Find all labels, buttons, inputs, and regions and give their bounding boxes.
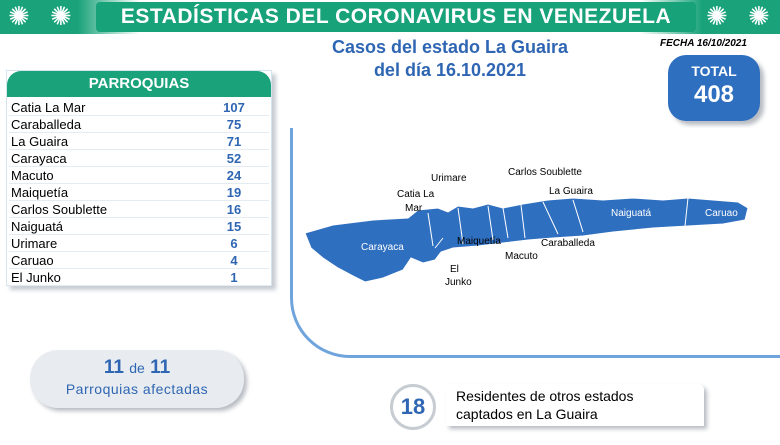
residentes-line1: Residentes de otros estados bbox=[456, 388, 634, 404]
map-label-naiguata: Naiguatá bbox=[611, 208, 652, 219]
subtitle-line2: del día 16.10.2021 bbox=[373, 60, 527, 80]
virus-icon: ✺ bbox=[8, 1, 30, 31]
parroquia-cases: 16 bbox=[199, 201, 269, 218]
table-row: Macuto 24 bbox=[9, 167, 269, 184]
parroquia-name: Caruao bbox=[9, 252, 199, 269]
table-row: Caruao 4 bbox=[9, 252, 269, 269]
table-row: Naiguatá 15 bbox=[9, 218, 269, 235]
map-panel: Urimare Carlos Soublette Catia La Mar La… bbox=[290, 128, 780, 358]
afectadas-label: Parroquias afectadas bbox=[65, 381, 209, 397]
table-row: Urimare 6 bbox=[9, 235, 269, 252]
parroquia-cases: 1 bbox=[199, 269, 269, 286]
parroquia-name: El Junko bbox=[9, 269, 199, 286]
subtitle: Casos del estado La Guaira del día 16.10… bbox=[290, 36, 610, 82]
parroquia-name: La Guaira bbox=[9, 133, 199, 150]
map-label-macuto: Macuto bbox=[505, 251, 538, 262]
map-label-carayaca: Carayaca bbox=[361, 242, 404, 253]
parroquia-cases: 107 bbox=[199, 99, 269, 116]
residentes-box: Residentes de otros estados captados en … bbox=[446, 384, 704, 426]
afectadas-count: 11 bbox=[103, 357, 124, 378]
map-svg bbox=[304, 197, 749, 283]
parroquias-afectadas-badge: 11 de 11 Parroquias afectadas bbox=[30, 350, 244, 408]
banner-title-box: ESTADÍSTICAS DEL CORONAVIRUS EN VENEZUEL… bbox=[96, 2, 696, 32]
table-row: Catia La Mar 107 bbox=[9, 99, 269, 116]
afectadas-count-line: 11 de 11 bbox=[30, 357, 244, 379]
parroquia-name: Carlos Soublette bbox=[9, 201, 199, 218]
parroquia-cases: 19 bbox=[199, 184, 269, 201]
parroquia-cases: 75 bbox=[199, 116, 269, 133]
total-badge: TOTAL 408 bbox=[668, 55, 760, 121]
table-row: Maiquetía 19 bbox=[9, 184, 269, 201]
residentes-line2: captados en La Guaira bbox=[456, 406, 598, 422]
residentes-text: Residentes de otros estados captados en … bbox=[456, 387, 633, 423]
parroquia-name: Macuto bbox=[9, 167, 199, 184]
parroquia-name: Urimare bbox=[9, 235, 199, 252]
map-label-urimare: Urimare bbox=[431, 173, 467, 184]
parroquia-cases: 71 bbox=[199, 133, 269, 150]
map-label-el-junko-2: Junko bbox=[445, 277, 472, 288]
parroquia-cases: 52 bbox=[199, 150, 269, 167]
table-row: Carayaca 52 bbox=[9, 150, 269, 167]
header-banner: ✺ ✺ ESTADÍSTICAS DEL CORONAVIRUS EN VENE… bbox=[0, 0, 780, 34]
parroquia-name: Catia La Mar bbox=[9, 99, 199, 116]
map-label-caraballeda: Caraballeda bbox=[541, 238, 595, 249]
table-rows: Catia La Mar 107 Caraballeda 75 La Guaira 71 C… bbox=[9, 99, 269, 286]
table-row: El Junko 1 bbox=[9, 269, 269, 286]
page-title: ESTADÍSTICAS DEL CORONAVIRUS EN VENEZUEL… bbox=[120, 5, 672, 28]
parroquia-name: Maiquetía bbox=[9, 184, 199, 201]
parroquia-cases: 24 bbox=[199, 167, 269, 184]
virus-icon: ✺ bbox=[706, 1, 728, 31]
table-header: PARROQUIAS bbox=[7, 71, 271, 97]
map-label-catia-la-mar-1: Catia La bbox=[397, 189, 435, 200]
table-row: La Guaira 71 bbox=[9, 133, 269, 150]
map-label-la-guaira: La Guaira bbox=[549, 186, 593, 197]
map-label-carlos-soublette: Carlos Soublette bbox=[508, 167, 582, 178]
map-region bbox=[304, 197, 749, 283]
parroquia-name: Caraballeda bbox=[9, 116, 199, 133]
table-row: Carlos Soublette 16 bbox=[9, 201, 269, 218]
map-label-el-junko-1: El bbox=[450, 264, 459, 275]
parroquia-name: Carayaca bbox=[9, 150, 199, 167]
parroquia-cases: 15 bbox=[199, 218, 269, 235]
virus-icon: ✺ bbox=[748, 1, 770, 31]
map-label-caruao: Caruao bbox=[705, 208, 738, 219]
residentes-count: 18 bbox=[390, 384, 436, 430]
total-label: TOTAL bbox=[691, 63, 737, 79]
parroquia-cases: 4 bbox=[199, 252, 269, 269]
virus-icon: ✺ bbox=[50, 1, 72, 31]
parroquia-cases: 6 bbox=[199, 235, 269, 252]
map-label-maiquetia: Maiquetía bbox=[457, 236, 501, 247]
parroquias-table: PARROQUIAS Catia La Mar 107 Caraballeda 75 L… bbox=[6, 70, 272, 286]
afectadas-de: de bbox=[129, 360, 145, 376]
total-value: 408 bbox=[693, 81, 735, 108]
subtitle-line1: Casos del estado La Guaira bbox=[331, 37, 569, 57]
table-row: Caraballeda 75 bbox=[9, 116, 269, 133]
date-label: FECHA 16/10/2021 bbox=[660, 38, 747, 49]
afectadas-total: 11 bbox=[150, 357, 171, 378]
parroquia-name: Naiguatá bbox=[9, 218, 199, 235]
map-label-catia-la-mar-2: Mar bbox=[405, 203, 423, 214]
